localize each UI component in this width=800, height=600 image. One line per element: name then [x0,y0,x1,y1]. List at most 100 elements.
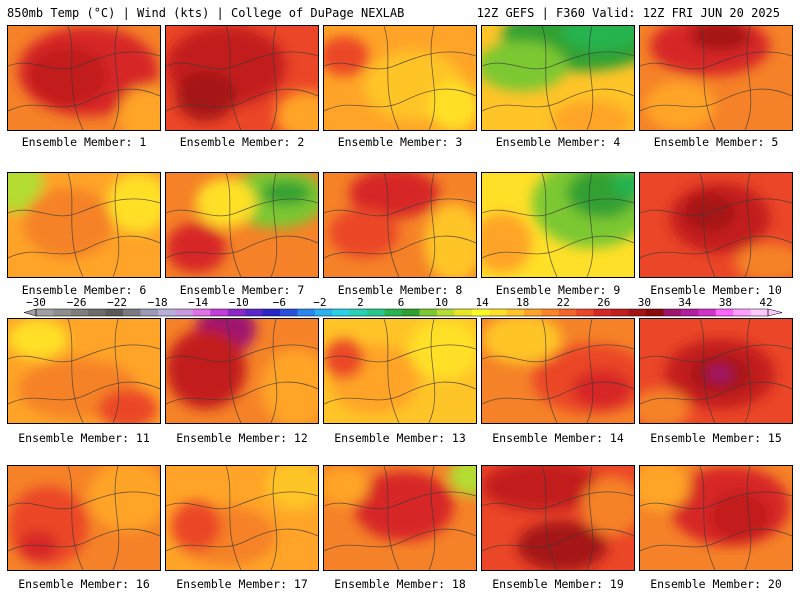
contour-line [428,26,436,130]
panel-label: Ensemble Member: 2 [179,135,305,149]
contour-line [640,528,792,552]
map-panel [639,172,793,278]
temperature-map [482,26,634,130]
colorbar-swatch [593,309,612,316]
contour-line [166,235,318,259]
map-panel [323,25,477,131]
temperature-map [482,319,634,423]
temperature-region [482,213,532,273]
map-panel [639,465,793,571]
contour-line [270,466,278,570]
contour-line [324,235,476,259]
map-panel [481,172,635,278]
contour-line [541,466,558,570]
colorbar-swatch [663,309,682,316]
colorbar-swatch [541,309,560,316]
temperature-map [166,466,318,570]
panel-label: Ensemble Member: 13 [334,431,466,445]
panel-label: Ensemble Member: 3 [337,135,463,149]
contour-line [428,466,436,570]
contour-line [8,491,160,510]
contour-line [166,381,318,405]
contour-line [166,198,318,217]
panel-label: Ensemble Member: 8 [337,283,463,297]
map-panel [323,318,477,424]
colorbar-swatch [680,309,699,316]
contour-line [482,491,634,510]
temperature-region [735,243,792,277]
colorbar-swatch [367,309,386,316]
colorbar-swatch [436,309,455,316]
map-panel [7,25,161,131]
temperature-region [324,466,369,506]
map-panel [165,465,319,571]
contour-line [482,344,634,363]
temperature-region [118,86,160,130]
colorbar-arrow [767,308,783,317]
contour-line [699,466,716,570]
temperature-map [324,26,476,130]
contour-line [166,491,318,510]
temperature-map [8,319,160,423]
contour-line [744,319,752,423]
colorbar-arrow [23,308,37,317]
colorbar-swatch [558,309,577,316]
colorbar-swatch [192,309,211,316]
temperature-map [324,319,476,423]
contour-line [541,26,558,130]
colorbar-tick-label: 6 [398,296,405,309]
colorbar-tick-label: −18 [148,296,168,309]
panel-label: Ensemble Member: 11 [18,431,150,445]
contour-line [482,381,634,405]
contour-line [112,466,120,570]
contour-line [744,26,752,130]
colorbar-tick-label: 42 [759,296,772,309]
temperature-region [582,476,634,536]
temperature-region [349,173,439,218]
temperature-region [176,71,236,121]
colorbar-swatch [140,309,159,316]
colorbar-swatch [489,309,508,316]
contour-line [112,319,120,423]
panel-label: Ensemble Member: 7 [179,283,305,297]
temperature-region [166,329,246,409]
colorbar-tick-label: −26 [67,296,87,309]
chart-title: 850mb Temp (°C) | Wind (kts) | College o… [7,6,405,20]
temperature-region [98,389,158,423]
contour-line [640,198,792,217]
contour-line [324,344,476,363]
panel-label: Ensemble Member: 1 [21,135,147,149]
map-panel [165,172,319,278]
colorbar-swatch [471,309,490,316]
temperature-region [8,319,68,359]
colorbar-tick-label: 34 [678,296,692,309]
map-panel [323,465,477,571]
map-panel [639,318,793,424]
colorbar-swatch [750,309,769,316]
colorbar-swatch [332,309,351,316]
contour-line [383,466,400,570]
temperature-region [482,319,562,364]
colorbar-tick-label: 2 [357,296,364,309]
colorbar-swatch [175,309,194,316]
contour-line [640,235,792,259]
temperature-map [640,26,792,130]
contour-line [67,26,84,130]
contour-line [8,528,160,552]
temperature-region [261,349,318,423]
temperature-map [8,466,160,570]
contour-line [225,466,242,570]
contour-line [482,198,634,217]
contour-line [383,26,400,130]
colorbar-swatch [53,309,72,316]
map-panel [481,25,635,131]
contour-line [166,344,318,363]
contour-line [482,51,634,70]
map-panel [7,318,161,424]
contour-line [428,319,436,423]
contour-line [541,173,558,277]
colorbar-swatch [402,309,420,316]
contour-line [112,173,120,277]
temperature-map [166,319,318,423]
colorbar-swatch [262,309,281,316]
